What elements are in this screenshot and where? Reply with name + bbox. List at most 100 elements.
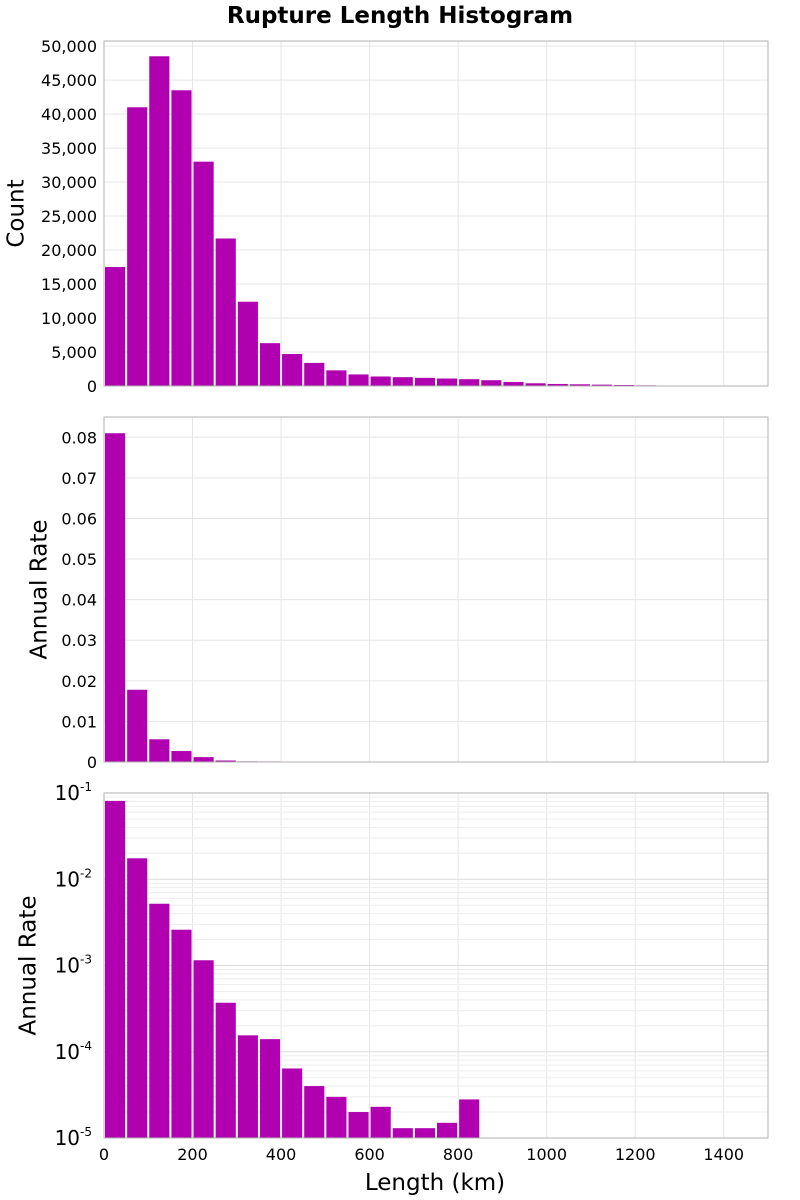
- bar: [348, 1112, 369, 1138]
- bar: [215, 238, 236, 386]
- bar: [105, 800, 126, 1138]
- y-tick-label: 0: [87, 753, 97, 772]
- grid-lines: [103, 417, 768, 763]
- bar: [547, 383, 568, 386]
- grid-lines: [103, 41, 768, 387]
- plot-frame: [103, 792, 769, 1139]
- bar: [370, 376, 391, 386]
- chart-panel-2: 0 0.01 0.02 0.03 0.04 0.05 0.06 0.07 0.08 Annual …: [27, 416, 769, 772]
- y-tick-label: 30,000: [41, 173, 97, 192]
- bar: [437, 1122, 458, 1138]
- bar: [237, 301, 258, 386]
- y-tick-labels: 10-5 10-4 10-3 10-2 10-1: [55, 780, 92, 1150]
- bar: [193, 960, 214, 1138]
- bar: [614, 384, 635, 386]
- bar: [481, 380, 502, 386]
- bar: [105, 433, 126, 762]
- plot-frame: [103, 416, 769, 763]
- bar: [171, 929, 192, 1138]
- y-axis-label: Annual Rate: [16, 896, 42, 1036]
- chart-title: Rupture Length Histogram: [227, 3, 573, 29]
- chart-panel-1: 0 5,000 10,000 15,000 20,000 25,000 30,000 35,0…: [4, 37, 769, 396]
- x-axis-label: Length (km): [365, 1170, 505, 1196]
- x-tick-label: 800: [443, 1145, 474, 1164]
- bar: [370, 1106, 391, 1138]
- bar: [127, 107, 148, 386]
- bar: [437, 378, 458, 386]
- y-tick-label: 15,000: [41, 275, 97, 294]
- bar: [392, 377, 413, 386]
- y-tick-label: 10-1: [55, 780, 92, 805]
- bar: [348, 374, 369, 386]
- y-tick-label: 45,000: [41, 71, 97, 90]
- bar: [171, 90, 192, 387]
- bar: [459, 1099, 480, 1138]
- bar: [503, 381, 524, 386]
- bar: [414, 1128, 435, 1138]
- y-tick-label: 25,000: [41, 207, 97, 226]
- bar-series: [105, 800, 480, 1138]
- y-tick-label: 0.05: [61, 550, 97, 569]
- bar: [149, 56, 170, 387]
- bar: [326, 1096, 347, 1138]
- y-tick-label: 0.03: [61, 631, 97, 650]
- y-tick-label: 0.08: [61, 428, 97, 447]
- bar: [171, 751, 192, 762]
- bar: [215, 1002, 236, 1138]
- bar-series: [105, 433, 458, 762]
- bar: [304, 1086, 325, 1138]
- bar: [304, 362, 325, 386]
- chart-panel-3: 10-5 10-4 10-3 10-2 10-1 Annual Rate: [16, 780, 769, 1150]
- y-tick-label: 20,000: [41, 241, 97, 260]
- x-tick-label: 1200: [615, 1145, 656, 1164]
- x-tick-label: 200: [177, 1145, 208, 1164]
- y-tick-label: 0.02: [61, 672, 97, 691]
- y-tick-label: 0: [87, 377, 97, 396]
- bar: [525, 383, 546, 386]
- y-tick-labels: 0 5,000 10,000 15,000 20,000 25,000 30,000 35,0…: [41, 37, 97, 396]
- bar: [282, 1068, 303, 1138]
- panels-group: 0 5,000 10,000 15,000 20,000 25,000 30,000 35,0…: [4, 37, 769, 1164]
- y-tick-label: 10-5: [55, 1125, 92, 1150]
- x-tick-labels: 0 200 400 600 800 1000 1200 1400: [99, 1145, 744, 1164]
- y-tick-label: 10-2: [55, 866, 92, 891]
- bar: [215, 760, 236, 762]
- bar: [259, 1039, 281, 1138]
- y-tick-label: 5,000: [51, 343, 97, 362]
- y-tick-label: 50,000: [41, 37, 97, 56]
- y-tick-label: 40,000: [41, 105, 97, 124]
- y-tick-label: 10-3: [55, 953, 92, 978]
- y-tick-label: 0.06: [61, 509, 97, 528]
- x-tick-label: 600: [354, 1145, 385, 1164]
- grid-lines: [103, 793, 768, 1139]
- x-tick-label: 400: [266, 1145, 297, 1164]
- y-tick-label: 35,000: [41, 139, 97, 158]
- y-tick-label: 10,000: [41, 309, 97, 328]
- bar: [459, 379, 480, 386]
- y-axis-label: Annual Rate: [27, 520, 53, 660]
- bar: [326, 370, 347, 386]
- bar: [591, 384, 613, 386]
- bar: [282, 354, 303, 386]
- y-tick-label: 10-4: [55, 1039, 92, 1064]
- y-axis-label: Count: [4, 179, 30, 247]
- plot-frame: [103, 40, 769, 387]
- x-tick-label: 1000: [526, 1145, 567, 1164]
- bar: [149, 739, 170, 762]
- x-tick-label: 0: [99, 1145, 109, 1164]
- y-tick-label: 0.07: [61, 469, 97, 488]
- bar: [105, 267, 126, 386]
- bar: [259, 343, 281, 386]
- bar-series: [105, 56, 701, 387]
- y-tick-label: 0.04: [61, 591, 97, 610]
- bar: [127, 689, 148, 762]
- bar: [193, 757, 214, 762]
- y-tick-labels: 0 0.01 0.02 0.03 0.04 0.05 0.06 0.07 0.08: [61, 428, 97, 772]
- x-tick-label: 1400: [703, 1145, 744, 1164]
- bar: [569, 384, 590, 386]
- bar: [237, 1035, 258, 1138]
- bar: [127, 858, 148, 1138]
- bar: [193, 161, 214, 386]
- bar: [149, 903, 170, 1138]
